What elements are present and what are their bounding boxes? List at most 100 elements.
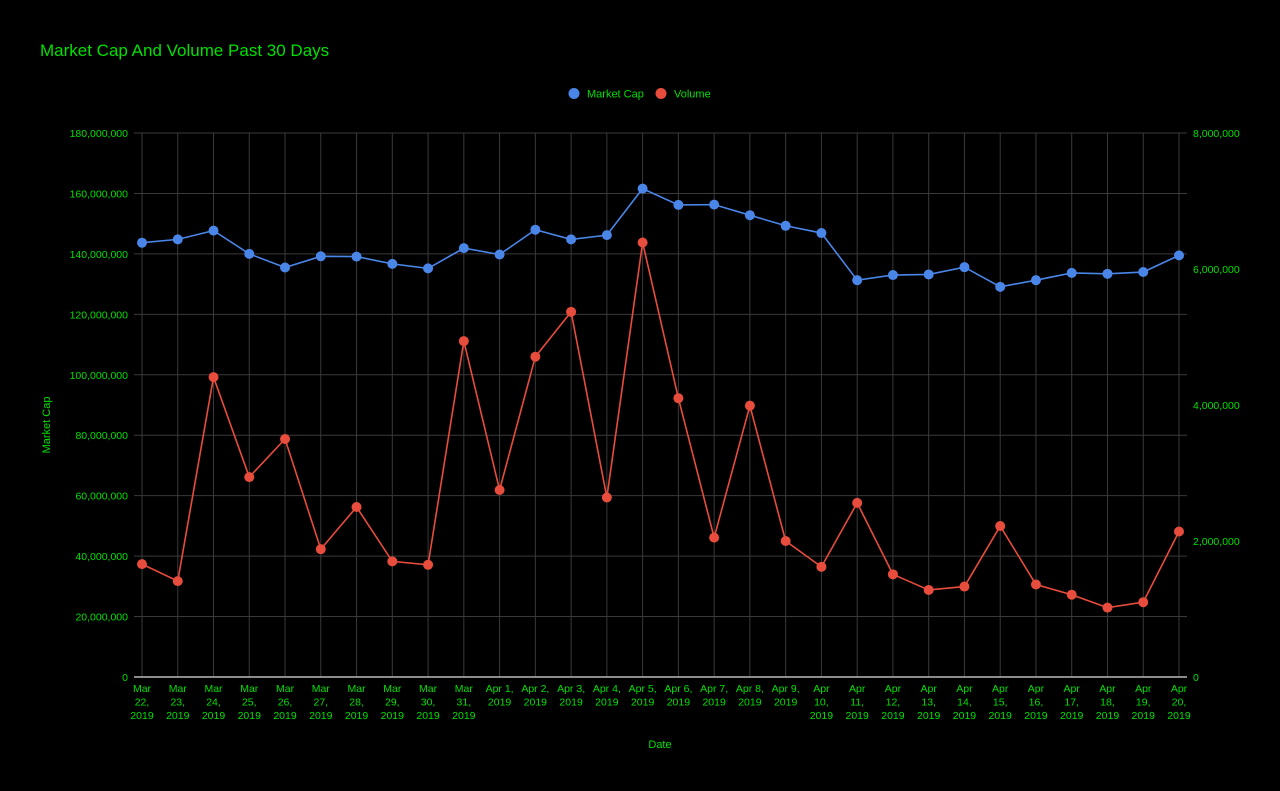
y-tick-label: 80,000,000 [75, 430, 128, 442]
data-point[interactable] [566, 306, 577, 317]
data-point[interactable] [887, 569, 898, 580]
x-tick-label: Apr 13, 2019 [917, 683, 941, 722]
data-point[interactable] [244, 248, 255, 259]
x-tick-label: Apr 1, 2019 [486, 683, 514, 709]
data-point[interactable] [530, 351, 541, 362]
data-point[interactable] [995, 281, 1006, 292]
y2-tick-label: 6,000,000 [1193, 264, 1240, 276]
data-point[interactable] [315, 544, 326, 555]
legend-item[interactable]: Market Cap [568, 88, 644, 101]
x-tick-label: Apr 6, 2019 [664, 683, 692, 709]
data-point[interactable] [959, 262, 970, 273]
data-point[interactable] [208, 372, 219, 383]
x-tick-label: Mar 29, 2019 [381, 683, 405, 722]
data-point[interactable] [1102, 602, 1113, 613]
x-tick-label: Mar 24, 2019 [202, 683, 226, 722]
data-point[interactable] [1174, 526, 1184, 537]
y-tick-label: 100,000,000 [70, 370, 129, 382]
data-point[interactable] [816, 561, 827, 572]
data-point[interactable] [959, 581, 970, 592]
y-tick-label: 40,000,000 [75, 551, 128, 563]
x-tick-label: Mar 25, 2019 [238, 683, 262, 722]
data-point[interactable] [637, 183, 648, 194]
data-point[interactable] [923, 269, 934, 280]
series-volume [137, 237, 1184, 613]
data-point[interactable] [744, 210, 755, 221]
data-point[interactable] [852, 275, 863, 286]
x-axis: Mar 22, 2019 Mar 23, 2019 Mar 24, 2019 Mar 25, 2019… [130, 683, 1191, 722]
x-tick-label: Apr 10, 2019 [810, 683, 834, 722]
legend[interactable]: Market Cap Volume [568, 88, 711, 101]
x-tick-label: Mar 26, 2019 [273, 683, 297, 722]
data-point[interactable] [137, 237, 147, 248]
data-point[interactable] [494, 485, 505, 495]
data-point[interactable] [780, 220, 791, 231]
data-point[interactable] [423, 263, 434, 274]
x-tick-label: Apr 2, 2019 [521, 683, 549, 709]
data-point[interactable] [244, 472, 255, 483]
data-point[interactable] [816, 228, 827, 239]
data-point[interactable] [351, 251, 362, 262]
data-point[interactable] [208, 225, 219, 236]
x-tick-label: Apr 20, 2019 [1167, 683, 1191, 722]
x-tick-label: Apr 14, 2019 [953, 683, 977, 722]
data-point[interactable] [1138, 267, 1149, 278]
grid [134, 132, 1187, 678]
data-point[interactable] [673, 199, 684, 210]
y-tick-label: 140,000,000 [70, 249, 129, 261]
data-point[interactable] [280, 434, 291, 444]
y-axis-title: Market Cap [41, 397, 53, 454]
data-point[interactable] [923, 584, 934, 595]
x-tick-label: Mar 23, 2019 [166, 683, 190, 722]
data-point[interactable] [423, 559, 434, 570]
data-point[interactable] [601, 492, 612, 503]
data-point[interactable] [744, 400, 755, 411]
chart-title: Market Cap And Volume Past 30 Days [40, 41, 329, 60]
data-point[interactable] [566, 234, 577, 245]
data-point[interactable] [1066, 267, 1077, 278]
x-tick-label: Mar 27, 2019 [309, 683, 333, 722]
y2-tick-label: 0 [1193, 672, 1199, 684]
data-point[interactable] [673, 393, 684, 404]
data-point[interactable] [137, 559, 147, 570]
data-point[interactable] [1174, 250, 1184, 261]
x-tick-label: Apr 4, 2019 [593, 683, 621, 709]
data-point[interactable] [458, 243, 469, 254]
series-line [141, 242, 1180, 609]
data-point[interactable] [458, 336, 469, 347]
data-point[interactable] [280, 262, 291, 273]
data-point[interactable] [852, 497, 863, 508]
data-point[interactable] [887, 270, 898, 281]
data-point[interactable] [1102, 268, 1113, 279]
data-point[interactable] [709, 532, 720, 543]
data-point[interactable] [1030, 275, 1041, 286]
data-point[interactable] [1138, 597, 1149, 608]
data-point[interactable] [1030, 579, 1041, 590]
data-point[interactable] [709, 199, 720, 210]
series-layer [137, 183, 1184, 613]
data-point[interactable] [387, 258, 398, 269]
data-point[interactable] [637, 237, 648, 248]
data-point[interactable] [172, 576, 183, 587]
x-tick-label: Apr 11, 2019 [845, 683, 869, 722]
data-point[interactable] [387, 556, 398, 567]
data-point[interactable] [601, 230, 612, 241]
data-point[interactable] [494, 249, 505, 260]
series-line [141, 187, 1180, 288]
y2-tick-label: 4,000,000 [1193, 400, 1240, 412]
legend-item[interactable]: Volume [655, 88, 711, 101]
y-tick-label: 20,000,000 [75, 612, 128, 624]
data-point[interactable] [315, 251, 326, 262]
series-market-cap [137, 183, 1184, 292]
data-point[interactable] [530, 224, 541, 235]
x-tick-label: Apr 19, 2019 [1132, 683, 1156, 722]
data-point[interactable] [172, 234, 183, 245]
data-point[interactable] [351, 502, 362, 512]
data-point[interactable] [995, 521, 1006, 532]
x-tick-label: Mar 22, 2019 [130, 683, 154, 722]
data-point[interactable] [1066, 589, 1077, 600]
y-tick-label: 0 [122, 672, 128, 684]
x-tick-label: Apr 5, 2019 [629, 683, 657, 709]
data-point[interactable] [780, 536, 791, 546]
